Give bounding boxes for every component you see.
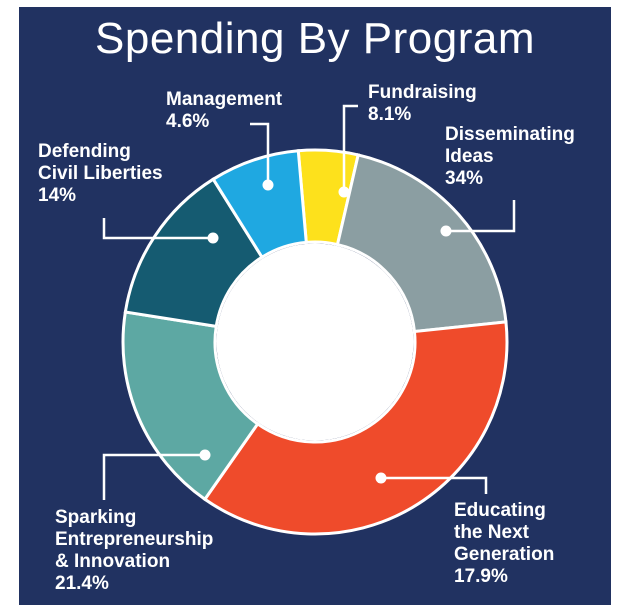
slice-label-line: Entrepreneurship [55,529,214,550]
donut-slices [121,148,509,536]
donut-slice [211,149,308,260]
slice-label-line: & Innovation [55,551,171,572]
slice-value: 21.4% [55,573,109,594]
leader-dot [338,186,350,198]
label-educating-next-generation: Educating the Next Generation 17.9% [454,500,554,588]
slice-value: 8.1% [368,104,412,125]
leader-line [381,476,488,494]
leader-line [102,218,213,240]
chart-title: Spending By Program [95,14,535,63]
slice-label-line: Sparking [55,507,137,528]
leader-lines [102,104,516,500]
leader-dot [375,472,387,484]
label-sparking-entrepreneurship: Sparking Entrepreneurship & Innovation 2… [55,507,213,595]
slice-value: 14% [38,185,77,206]
donut-slice [335,153,508,334]
slice-label-line: Generation [454,544,555,565]
label-defending-civil-liberties: Defending Civil Liberties 14% [38,141,163,207]
leader-dot [440,225,452,237]
slice-label-line: the Next [454,522,529,543]
leader-line [102,453,205,500]
label-fundraising: Fundraising 8.1% [368,82,477,126]
slice-label-line: Disseminating [445,124,575,145]
slice-label-line: Educating [454,500,546,521]
slice-label-line: Ideas [445,146,494,167]
leader-dot [199,449,211,461]
donut-hole [216,243,414,441]
slice-value: 17.9% [454,566,508,587]
slice-value: 4.6% [166,111,210,132]
slice-value: 34% [445,168,484,189]
slice-label-line: Fundraising [368,82,477,103]
slice-label-line: Civil Liberties [38,163,163,184]
leader-dot [262,179,274,191]
leader-dot [207,232,219,244]
slice-label-line: Management [166,89,283,110]
leader-line [342,104,358,192]
donut-slice [202,320,509,536]
slice-label-line: Defending [38,141,131,162]
leader-line [446,200,516,233]
leader-line [250,122,270,185]
label-management: Management 4.6% [166,89,282,133]
label-disseminating-ideas: Disseminating Ideas 34% [445,124,575,190]
